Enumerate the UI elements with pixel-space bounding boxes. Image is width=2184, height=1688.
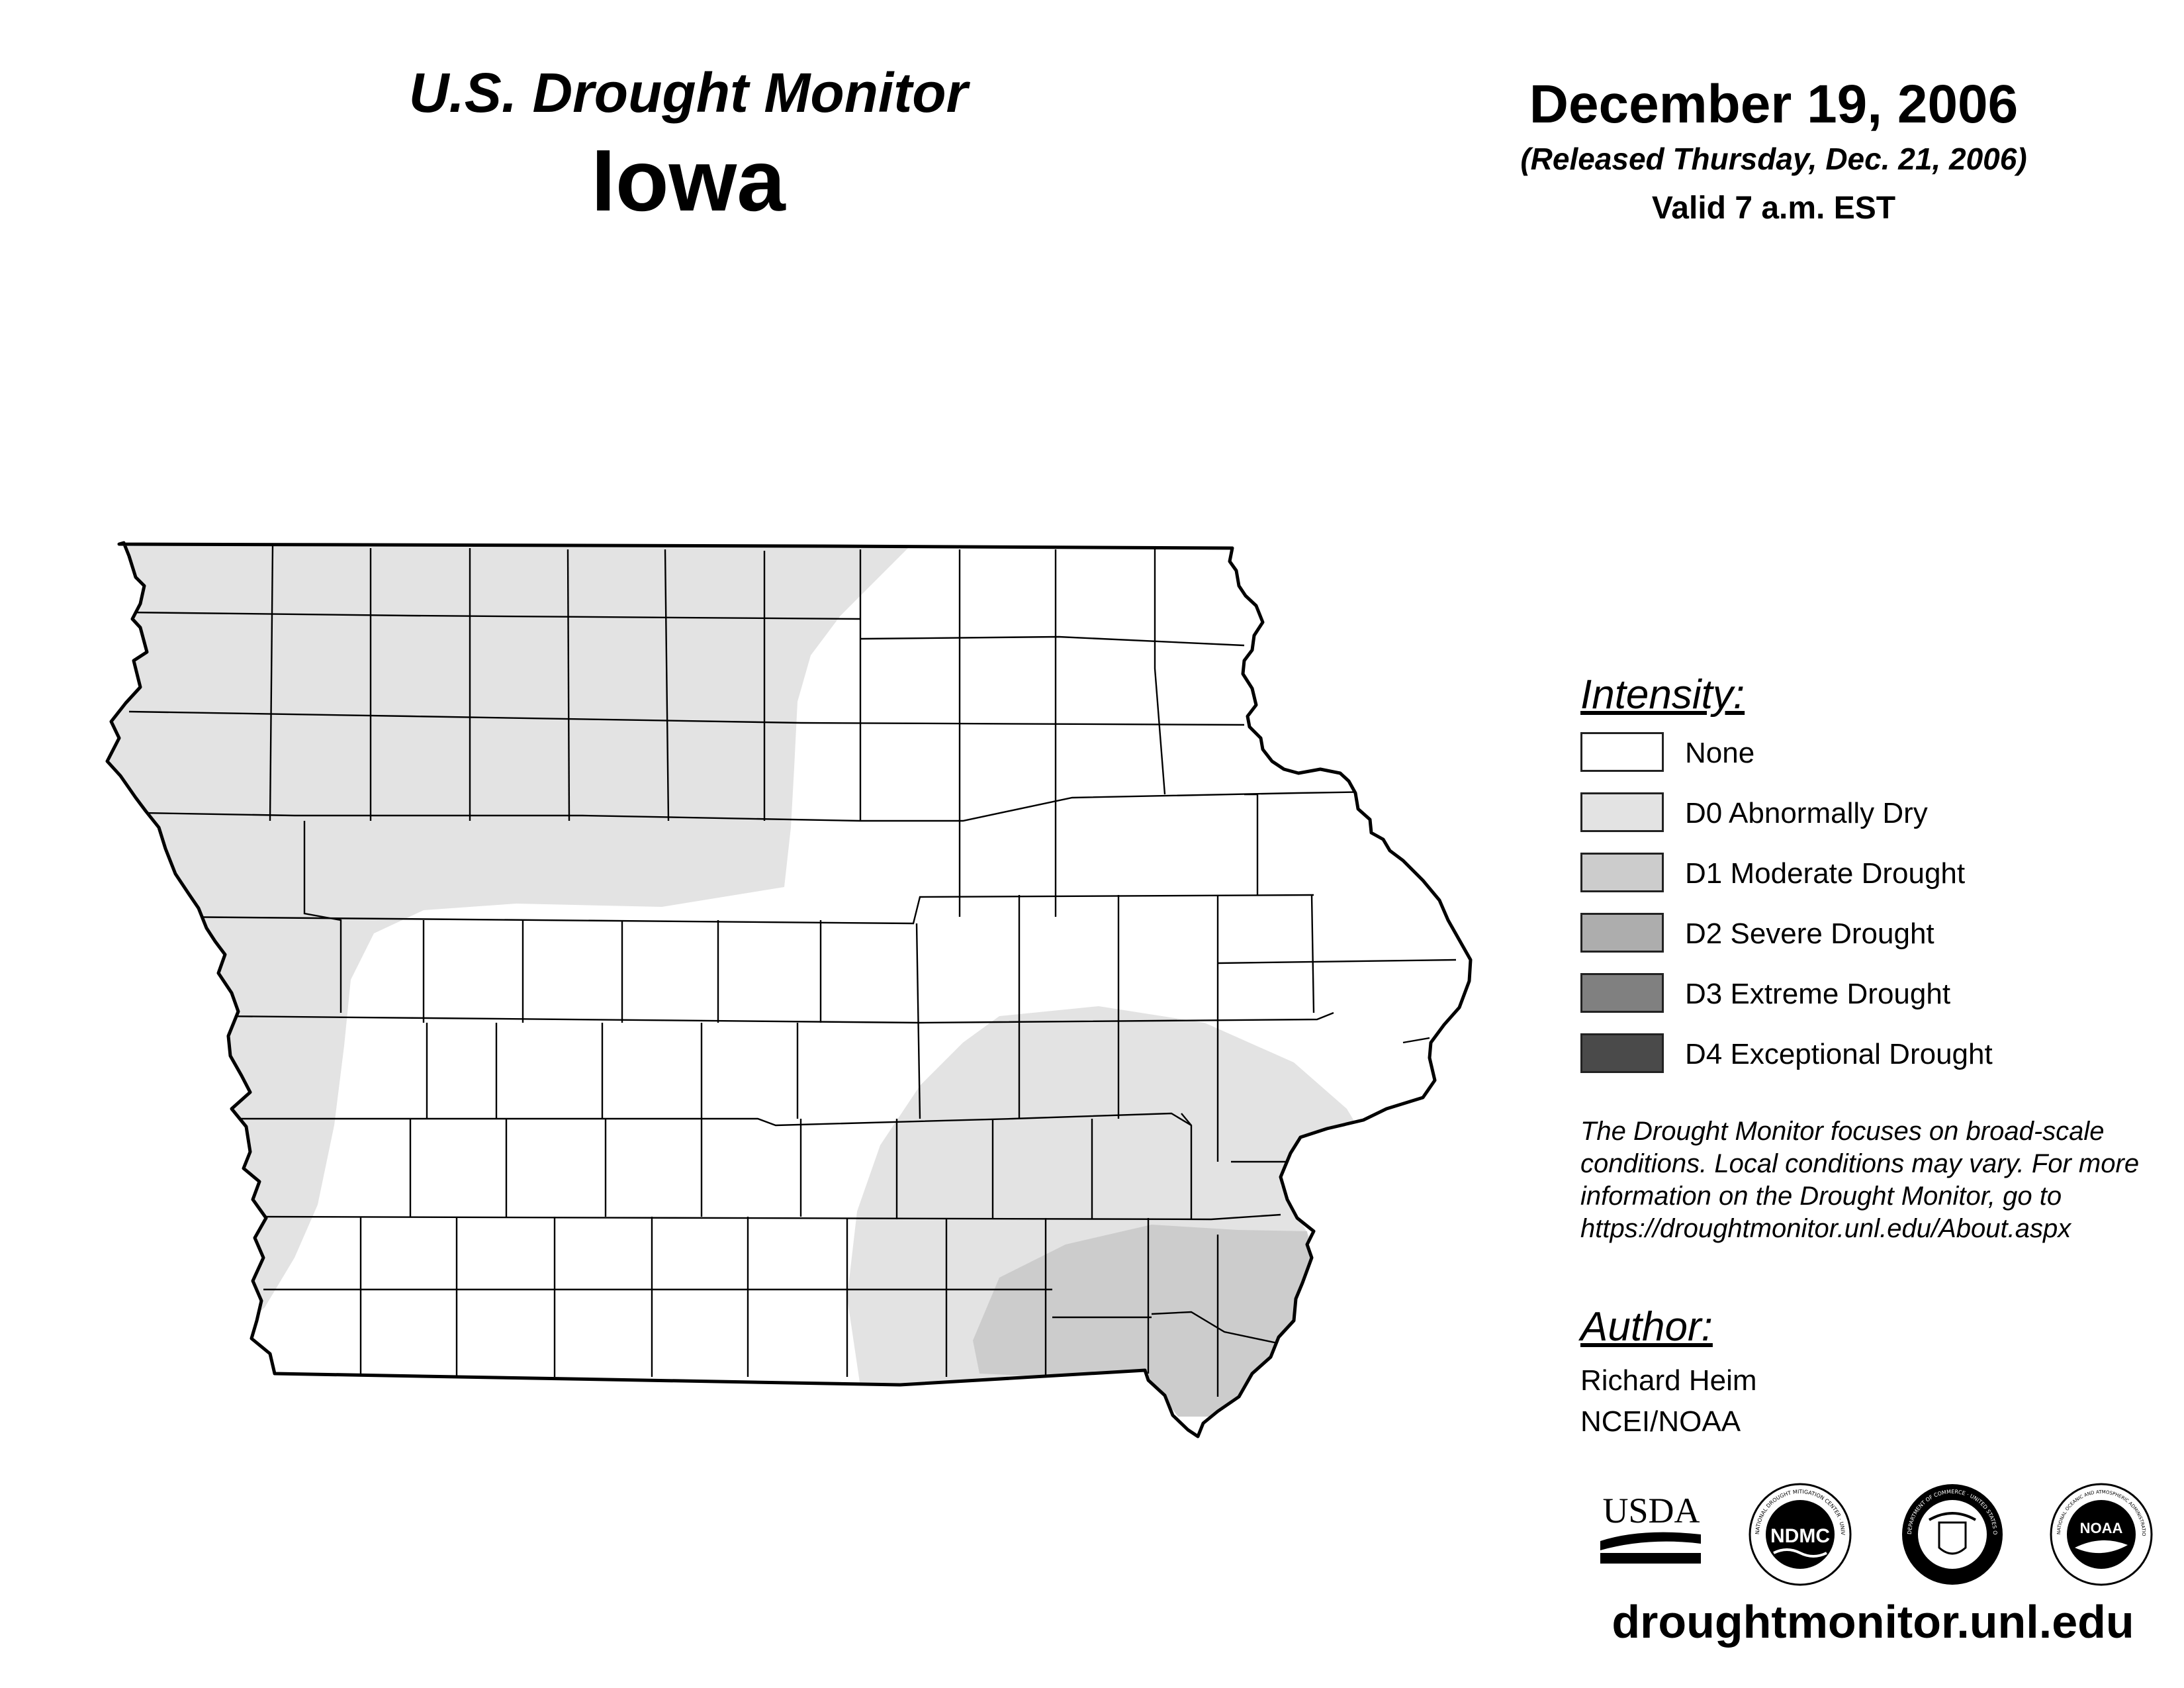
legend-swatch bbox=[1580, 1033, 1664, 1073]
map-title: U.S. Drought Monitor bbox=[408, 62, 968, 124]
legend-swatch bbox=[1580, 732, 1664, 772]
noaa-logo-text: NOAA bbox=[2080, 1520, 2123, 1536]
legend-label: D3 Extreme Drought bbox=[1685, 978, 1951, 1010]
title-block: U.S. Drought Monitor Iowa bbox=[357, 60, 1019, 230]
legend-swatch bbox=[1580, 792, 1664, 832]
author-org: NCEI/NOAA bbox=[1580, 1405, 1741, 1438]
legend-item: D2 Severe Drought bbox=[1580, 902, 2163, 962]
legend-label: D2 Severe Drought bbox=[1685, 917, 1934, 950]
date-block: December 19, 2006 (Released Thursday, De… bbox=[1443, 73, 2105, 229]
release-date: (Released Thursday, Dec. 21, 2006) bbox=[1520, 142, 2027, 176]
ndmc-logo: NDMC NATIONAL DROUGHT MITIGATION CENTER … bbox=[1747, 1481, 1852, 1586]
commerce-seal-logo: DEPARTMENT OF COMMERCE · UNITED STATES O… bbox=[1899, 1481, 2003, 1585]
legend-item: D0 Abnormally Dry bbox=[1580, 782, 2163, 842]
legend-label: D4 Exceptional Drought bbox=[1685, 1038, 1993, 1070]
usda-logo: USDA bbox=[1600, 1491, 1701, 1564]
legend: Intensity: None D0 Abnormally Dry D1 Moder… bbox=[1580, 669, 2163, 1083]
legend-swatch bbox=[1580, 913, 1664, 953]
iowa-state-outline bbox=[105, 541, 1473, 1438]
legend-label: None bbox=[1685, 737, 1755, 769]
valid-time: Valid 7 a.m. EST bbox=[1651, 191, 1896, 226]
legend-label: D0 Abnormally Dry bbox=[1685, 797, 1928, 829]
website-url[interactable]: droughtmonitor.unl.edu bbox=[1612, 1596, 2134, 1648]
d0-region-west bbox=[107, 543, 927, 1337]
legend-item: D3 Extreme Drought bbox=[1580, 962, 2163, 1023]
legend-heading: Intensity: bbox=[1580, 672, 1745, 718]
author-name: Richard Heim bbox=[1580, 1364, 1757, 1397]
disclaimer-note: The Drought Monitor focuses on broad-sca… bbox=[1580, 1117, 2140, 1243]
legend-item: D4 Exceptional Drought bbox=[1580, 1023, 2163, 1083]
legend-item: None bbox=[1580, 722, 2163, 782]
legend-item: D1 Moderate Drought bbox=[1580, 842, 2163, 902]
author-heading: Author: bbox=[1580, 1304, 1713, 1350]
county-boundaries bbox=[125, 545, 1457, 1397]
usda-logo-text: USDA bbox=[1602, 1491, 1700, 1530]
map-date: December 19, 2006 bbox=[1529, 74, 2019, 134]
drought-regions bbox=[107, 543, 1357, 1417]
legend-swatch bbox=[1580, 853, 1664, 892]
ndmc-logo-text: NDMC bbox=[1770, 1525, 1830, 1547]
legend-items: None D0 Abnormally Dry D1 Moderate Drought… bbox=[1580, 722, 2163, 1083]
d1-region-southeast bbox=[973, 1225, 1317, 1417]
legend-swatch bbox=[1580, 973, 1664, 1013]
state-name: Iowa bbox=[591, 132, 786, 229]
legend-label: D1 Moderate Drought bbox=[1685, 857, 1966, 890]
noaa-logo: NOAA NATIONAL OCEANIC AND ATMOSPHERIC AD… bbox=[2048, 1481, 2153, 1586]
